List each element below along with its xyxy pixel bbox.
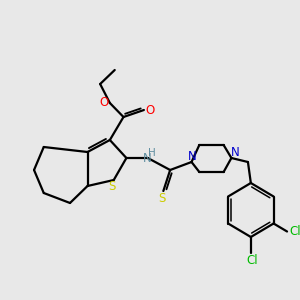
Text: N: N bbox=[142, 152, 151, 166]
Text: O: O bbox=[99, 95, 109, 109]
Text: Cl: Cl bbox=[246, 254, 258, 266]
Text: O: O bbox=[145, 103, 154, 116]
Text: N: N bbox=[188, 151, 197, 164]
Text: Cl: Cl bbox=[289, 225, 300, 238]
Text: N: N bbox=[231, 146, 240, 160]
Text: S: S bbox=[108, 181, 116, 194]
Text: S: S bbox=[159, 191, 166, 205]
Text: H: H bbox=[148, 148, 155, 158]
